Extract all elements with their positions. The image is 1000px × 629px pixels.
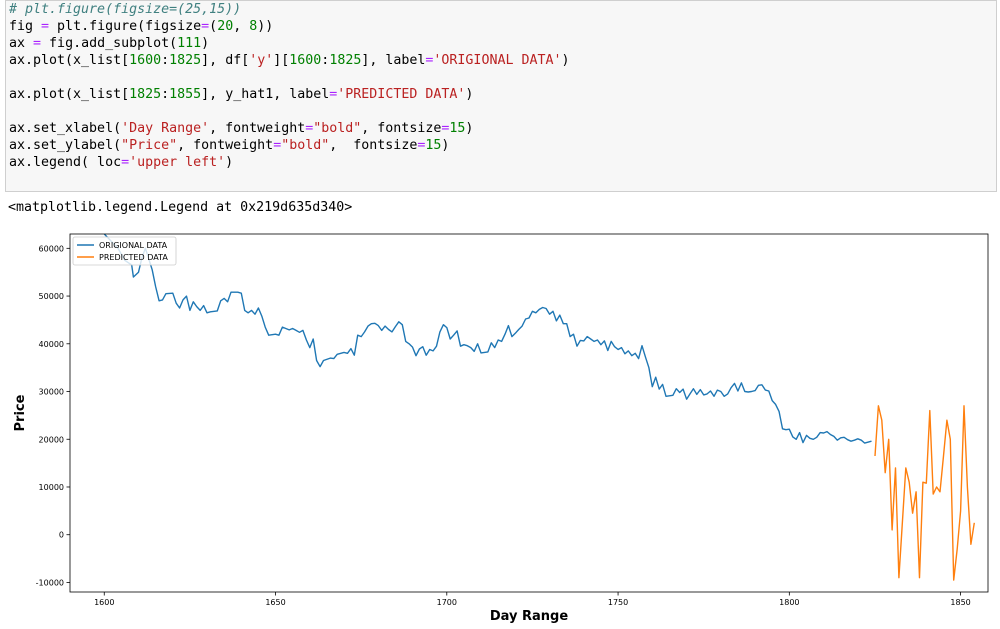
code-token: plt.figure(figsize <box>49 19 202 34</box>
y-tick-label: -10000 <box>36 578 64 587</box>
code-token: : <box>161 53 170 68</box>
x-tick-label: 1650 <box>265 598 285 607</box>
code-token: = <box>273 138 282 153</box>
code-token: , <box>233 19 250 34</box>
code-token: , fontsize <box>361 121 442 136</box>
code-token: ax.plot(x_list[ <box>9 87 130 102</box>
code-token: "bold" <box>313 121 362 136</box>
code-token: 1825 <box>169 53 202 68</box>
code-token: ], df[ <box>201 53 250 68</box>
code-token: ax.set_xlabel( <box>9 121 122 136</box>
code-token: "bold" <box>281 138 330 153</box>
code-token: 15 <box>449 121 466 136</box>
x-tick-label: 1600 <box>94 598 114 607</box>
code-line[interactable]: ax.legend( loc='upper left') <box>9 154 996 171</box>
code-token: 'upper left' <box>129 155 226 170</box>
code-token: ax.legend( loc <box>9 155 122 170</box>
code-token: ax.plot(x_list[ <box>9 53 130 68</box>
code-token: = <box>121 155 130 170</box>
cell-output-text: <matplotlib.legend.Legend at 0x219d635d3… <box>8 200 353 215</box>
code-token: ax <box>9 36 34 51</box>
legend-entry-1: PREDICTED DATA <box>99 253 168 262</box>
code-token: ) <box>201 36 210 51</box>
code-token: 'y' <box>249 53 274 68</box>
code-token: = <box>201 19 210 34</box>
code-token: ( <box>209 19 218 34</box>
legend-entry-0: ORIGIONAL DATA <box>99 241 168 250</box>
code-token: 1825 <box>329 53 362 68</box>
code-token: = <box>41 19 50 34</box>
y-tick-label: 50000 <box>39 292 64 301</box>
y-tick-label: 10000 <box>39 483 64 492</box>
code-token: = <box>441 121 450 136</box>
code-token: ax.set_ylabel( <box>9 138 122 153</box>
code-token: fig <box>9 19 42 34</box>
code-token: 1825 <box>129 87 162 102</box>
x-tick-label: 1750 <box>608 598 628 607</box>
code-token: ) <box>441 138 450 153</box>
axes-frame <box>69 233 989 593</box>
code-token: fig.add_subplot( <box>41 36 178 51</box>
code-token: = <box>33 36 42 51</box>
code-token: 1600 <box>289 53 322 68</box>
code-line[interactable]: ax.set_ylabel("Price", fontweight="bold"… <box>9 137 996 154</box>
code-token: = <box>417 138 426 153</box>
legend-box <box>72 236 177 266</box>
x-tick-label: 1800 <box>779 598 799 607</box>
code-token: ], label <box>361 53 426 68</box>
code-cell[interactable]: # plt.figure(figsize=(25,15)) fig = plt.f… <box>5 0 997 192</box>
code-token: ][ <box>273 53 290 68</box>
series-line-0 <box>103 234 872 444</box>
x-axis-label: Day Range <box>490 609 569 624</box>
code-token: : <box>321 53 330 68</box>
code-token: = <box>329 87 338 102</box>
y-axis-label: Price <box>13 394 28 431</box>
code-token: 8 <box>249 19 258 34</box>
code-token: = <box>305 121 314 136</box>
chart-legend: ORIGIONAL DATA PREDICTED DATA <box>72 236 177 266</box>
code-token: = <box>425 53 434 68</box>
code-token: "Price" <box>121 138 178 153</box>
code-line[interactable]: fig = plt.figure(figsize=(20, 8)) <box>9 18 996 35</box>
x-tick-label: 1700 <box>437 598 457 607</box>
code-token: 1600 <box>129 53 162 68</box>
code-line[interactable]: ax = fig.add_subplot(111) <box>9 35 996 52</box>
code-token: ) <box>225 155 234 170</box>
x-axis-ticks: 1600 1650 1700 1750 1800 1850 <box>94 592 971 607</box>
code-token: , fontweight <box>177 138 274 153</box>
code-token: ) <box>465 121 474 136</box>
code-line[interactable]: ax.plot(x_list[1825:1855], y_hat1, label… <box>9 86 996 103</box>
x-tick-label: 1850 <box>950 598 970 607</box>
code-line[interactable]: ax.plot(x_list[1600:1825], df['y'][1600:… <box>9 52 996 69</box>
code-token: 'ORIGIONAL DATA' <box>433 53 562 68</box>
code-token: 'PREDICTED DATA' <box>337 87 466 102</box>
code-line[interactable]: ax.set_xlabel('Day Range', fontweight="b… <box>9 120 996 137</box>
code-token: 'Day Range' <box>121 121 210 136</box>
code-token: 15 <box>425 138 442 153</box>
series-line-1 <box>874 405 975 581</box>
y-tick-label: 60000 <box>39 244 64 253</box>
code-token: : <box>161 87 170 102</box>
y-axis-ticks: -10000 0 10000 20000 30000 40000 50000 60000 <box>36 244 70 587</box>
code-editor[interactable]: # plt.figure(figsize=(25,15)) fig = plt.f… <box>6 1 996 171</box>
y-tick-label: 20000 <box>39 435 64 444</box>
code-token: # plt.figure(figsize=(25,15)) <box>9 2 242 17</box>
code-token: ) <box>561 53 570 68</box>
code-token: ) <box>465 87 474 102</box>
code-token: , fontweight <box>209 121 306 136</box>
y-tick-label: 30000 <box>39 388 64 397</box>
y-tick-label: 0 <box>59 531 64 540</box>
code-token: 20 <box>217 19 234 34</box>
code-token: ], y_hat1, label <box>201 87 330 102</box>
y-tick-label: 40000 <box>39 340 64 349</box>
plot-lines <box>103 234 975 581</box>
code-token: )) <box>257 19 274 34</box>
code-token: 111 <box>177 36 202 51</box>
code-token: 1855 <box>169 87 202 102</box>
code-line[interactable]: # plt.figure(figsize=(25,15)) <box>9 1 996 18</box>
code-token: , fontsize <box>329 138 418 153</box>
